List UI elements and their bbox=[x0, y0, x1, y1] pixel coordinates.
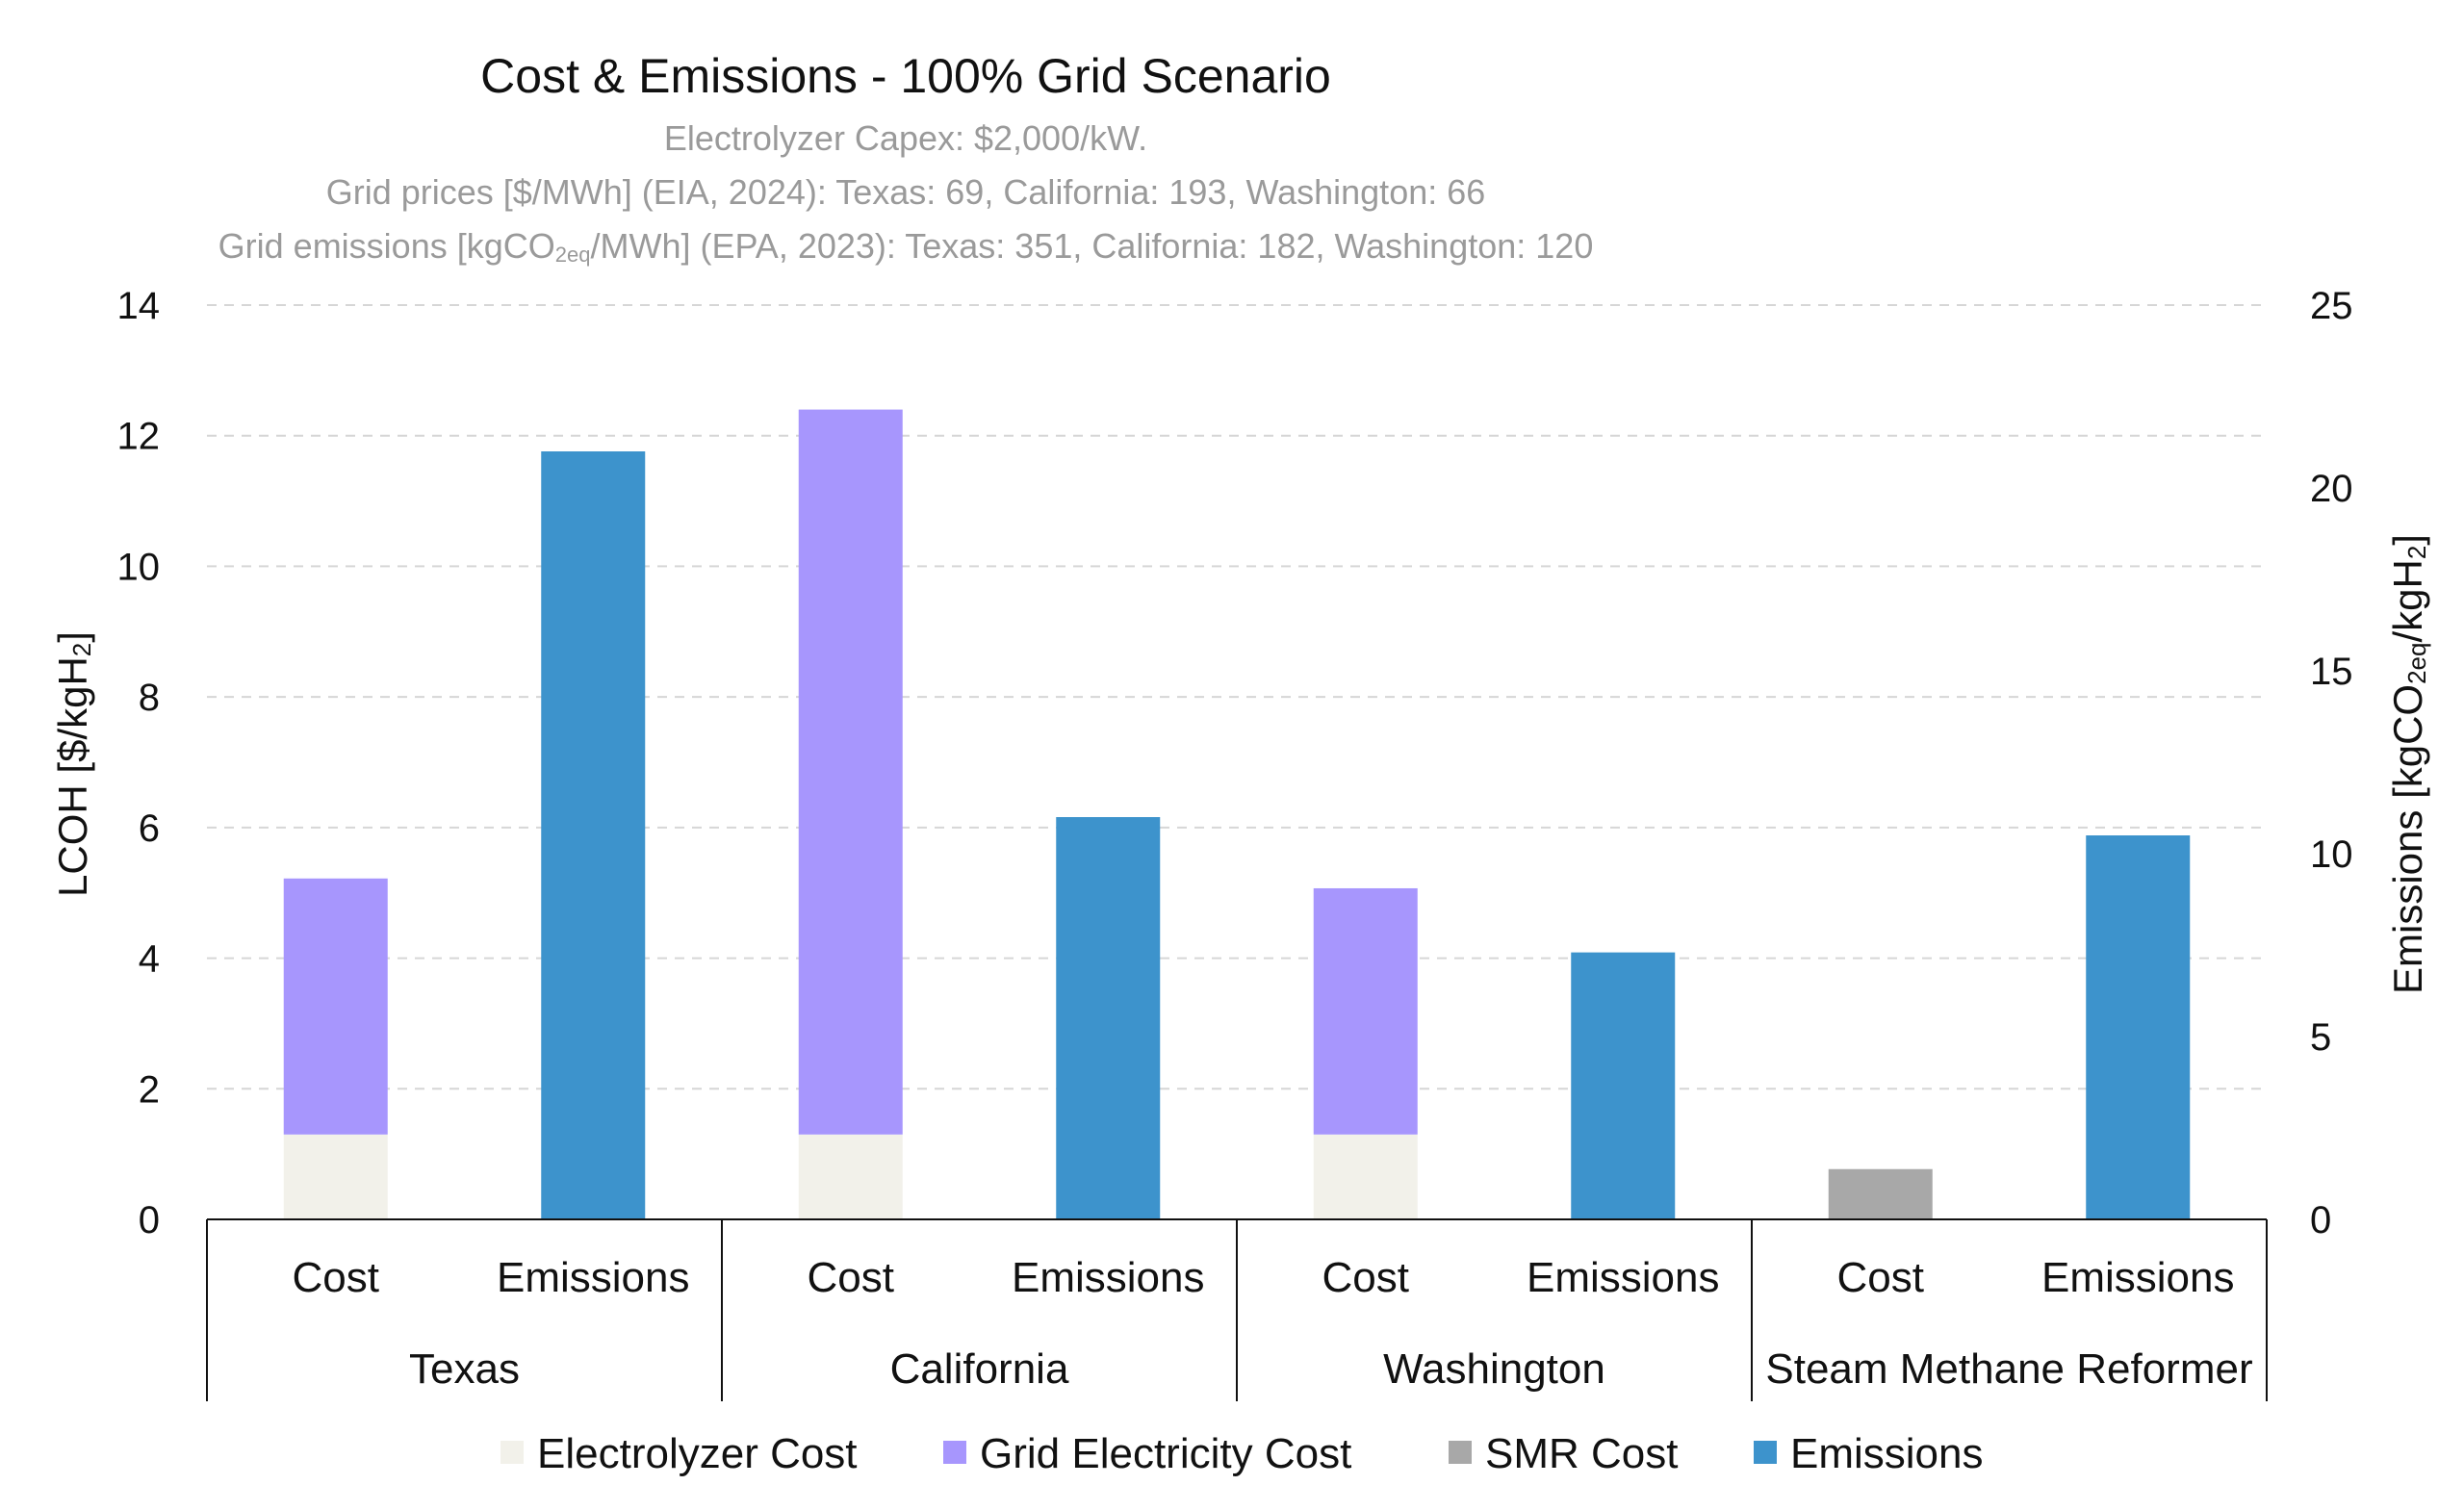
subtitle-line-3-pre: Grid emissions [kgCO bbox=[218, 226, 555, 266]
bar-electrolyzer-cost bbox=[798, 1134, 903, 1219]
legend-label: Electrolyzer Cost bbox=[537, 1430, 858, 1477]
bar-electrolyzer-cost bbox=[1313, 1134, 1418, 1219]
y-left-tick-label: 6 bbox=[139, 807, 160, 850]
y-axis-right-label: Emissions [kgCO2eq/kgH2] bbox=[2385, 534, 2431, 994]
x-subcategory-label: Emissions bbox=[2041, 1254, 2235, 1301]
chart-subtitle-line-2: Grid prices [$/MWh] (EIA, 2024): Texas: … bbox=[326, 172, 1486, 212]
x-subcategory-label: Emissions bbox=[497, 1254, 690, 1301]
y-left-tick-label: 14 bbox=[117, 285, 161, 327]
y-left-tick-label: 4 bbox=[139, 938, 160, 981]
subtitle-line-3-sub: 2eq bbox=[555, 243, 591, 267]
x-subcategory-label: Cost bbox=[808, 1254, 894, 1301]
chart-subtitle-line-3: Grid emissions [kgCO2eq/MWh] (EPA, 2023)… bbox=[218, 226, 1594, 267]
bar-emissions bbox=[2086, 835, 2191, 1219]
bar-emissions bbox=[541, 451, 646, 1219]
y-right-tick-label: 15 bbox=[2310, 651, 2353, 693]
legend-swatch bbox=[943, 1441, 966, 1464]
gridlines bbox=[207, 304, 2267, 1090]
bar-grid-electricity-cost bbox=[283, 878, 388, 1135]
x-group-label: Washington bbox=[1383, 1345, 1605, 1393]
y-left-tick-label: 0 bbox=[139, 1199, 160, 1242]
x-group-label: Steam Methane Reformer bbox=[1765, 1345, 2252, 1393]
y-left-tick-label: 12 bbox=[117, 416, 161, 458]
bar-grid-electricity-cost bbox=[798, 409, 903, 1135]
legend: Electrolyzer Cost Grid Electricity Cost SM… bbox=[500, 1430, 1984, 1477]
y-left-tick-label: 10 bbox=[117, 546, 161, 588]
y-axis-left-label: LCOH [$/kgH2] bbox=[50, 631, 96, 897]
bar-grid-electricity-cost bbox=[1313, 887, 1418, 1135]
y-right-tick-label: 5 bbox=[2310, 1016, 2331, 1059]
bar-emissions bbox=[1056, 817, 1161, 1219]
legend-label: Emissions bbox=[1790, 1430, 1984, 1477]
legend-swatch bbox=[1449, 1441, 1472, 1464]
x-subcategory-label: Cost bbox=[1322, 1254, 1409, 1301]
legend-label: SMR Cost bbox=[1485, 1430, 1678, 1477]
y-right-tick-label: 20 bbox=[2310, 468, 2353, 510]
y-left-tick-label: 8 bbox=[139, 677, 160, 719]
x-subcategory-label: Cost bbox=[293, 1254, 379, 1301]
x-group-label: California bbox=[890, 1345, 1069, 1393]
bar-electrolyzer-cost bbox=[283, 1134, 388, 1219]
chart-subtitle-line-1: Electrolyzer Capex: $2,000/kW. bbox=[664, 118, 1147, 158]
bars bbox=[283, 409, 2191, 1219]
subtitle-line-3-post: /MWh] (EPA, 2023): Texas: 351, Californi… bbox=[590, 226, 1593, 266]
y-right-tick-label: 25 bbox=[2310, 285, 2353, 327]
y-right-tick-label: 0 bbox=[2310, 1199, 2331, 1242]
bar-emissions bbox=[1571, 952, 1676, 1219]
x-subcategory-label: Emissions bbox=[1527, 1254, 1720, 1301]
x-group-label: Texas bbox=[409, 1345, 520, 1393]
axes: 0 2 4 6 8 10 12 14 0 5 10 15 20 25 Cost Emissions Texas C… bbox=[117, 285, 2353, 1401]
x-subcategory-label: Cost bbox=[1837, 1254, 1924, 1301]
y-right-tick-label: 10 bbox=[2310, 833, 2353, 876]
bar-smr-cost bbox=[1828, 1168, 1933, 1219]
y-left-tick-label: 2 bbox=[139, 1068, 160, 1111]
x-subcategory-label: Emissions bbox=[1012, 1254, 1205, 1301]
chart-title: Cost & Emissions - 100% Grid Scenario bbox=[480, 49, 1331, 103]
legend-label: Grid Electricity Cost bbox=[980, 1430, 1351, 1477]
legend-swatch bbox=[500, 1441, 524, 1464]
legend-swatch bbox=[1754, 1441, 1777, 1464]
